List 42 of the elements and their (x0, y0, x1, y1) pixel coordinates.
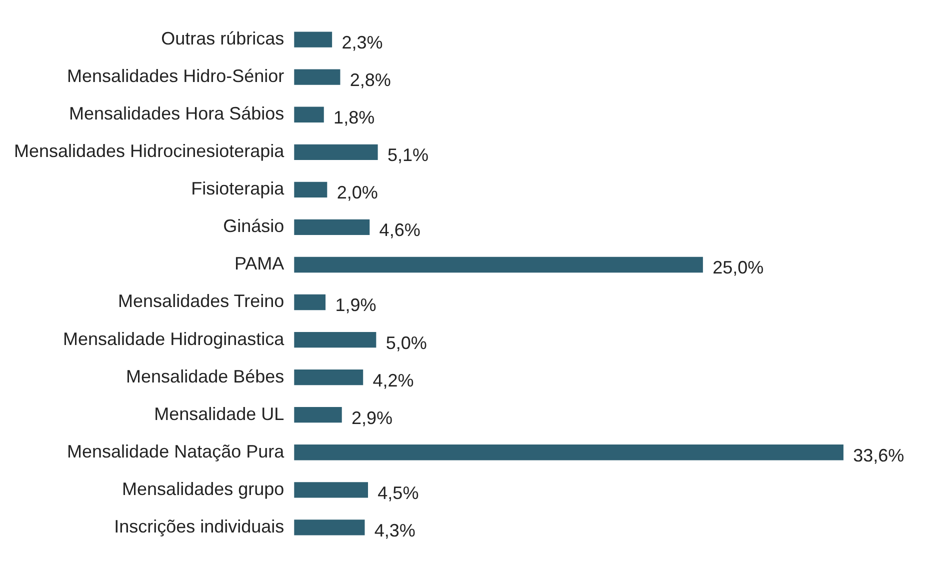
bar (294, 294, 326, 310)
bar (294, 407, 342, 423)
y-tick-label: Mensalidades grupo (122, 478, 284, 499)
data-label: 2,8% (350, 70, 391, 90)
bar (294, 106, 324, 122)
data-label: 25,0% (712, 258, 764, 278)
bar (294, 219, 370, 236)
bar (294, 144, 378, 160)
y-tick-label: Mensalidades Treino (118, 291, 284, 312)
bar (294, 444, 844, 460)
bar (294, 482, 368, 498)
data-label: 1,9% (335, 295, 376, 316)
data-label: 2,0% (336, 182, 378, 203)
y-tick-label: Ginásio (223, 216, 284, 236)
data-label: 33,6% (853, 445, 904, 466)
y-tick-label: Mensalidades Hidro-Sénior (67, 66, 284, 86)
y-tick-label: Fisioterapia (191, 178, 286, 199)
bar (294, 332, 376, 348)
data-label: 5,0% (386, 332, 427, 353)
y-tick-label: Mensalidade Natação Pura (67, 441, 286, 462)
y-tick-label: Inscrições individuais (114, 516, 284, 536)
bar (294, 69, 340, 85)
y-tick-label: Mensalidade Bébes (126, 366, 284, 386)
data-label: 2,9% (352, 408, 393, 428)
data-label: 2,3% (342, 32, 383, 53)
bar (294, 256, 703, 273)
y-tick-label: Mensalidades Hora Sábios (69, 104, 284, 124)
y-tick-label: PAMA (234, 254, 284, 274)
bar (294, 32, 332, 48)
y-tick-label: Outras rúbricas (161, 28, 284, 49)
bar (294, 182, 328, 198)
data-label: 4,3% (374, 520, 416, 540)
y-tick-label: Mensalidade UL (154, 404, 284, 424)
bar (294, 520, 365, 536)
data-label: 5,1% (387, 145, 429, 166)
data-label: 4,5% (378, 482, 419, 503)
bar (294, 369, 364, 386)
y-tick-label: Mensalidade Hidroginastica (63, 328, 286, 349)
y-tick-label: Mensalidades Hidrocinesioterapia (14, 141, 286, 162)
data-label: 1,8% (334, 108, 375, 128)
data-label: 4,6% (379, 220, 420, 240)
data-label: 4,2% (372, 370, 414, 390)
